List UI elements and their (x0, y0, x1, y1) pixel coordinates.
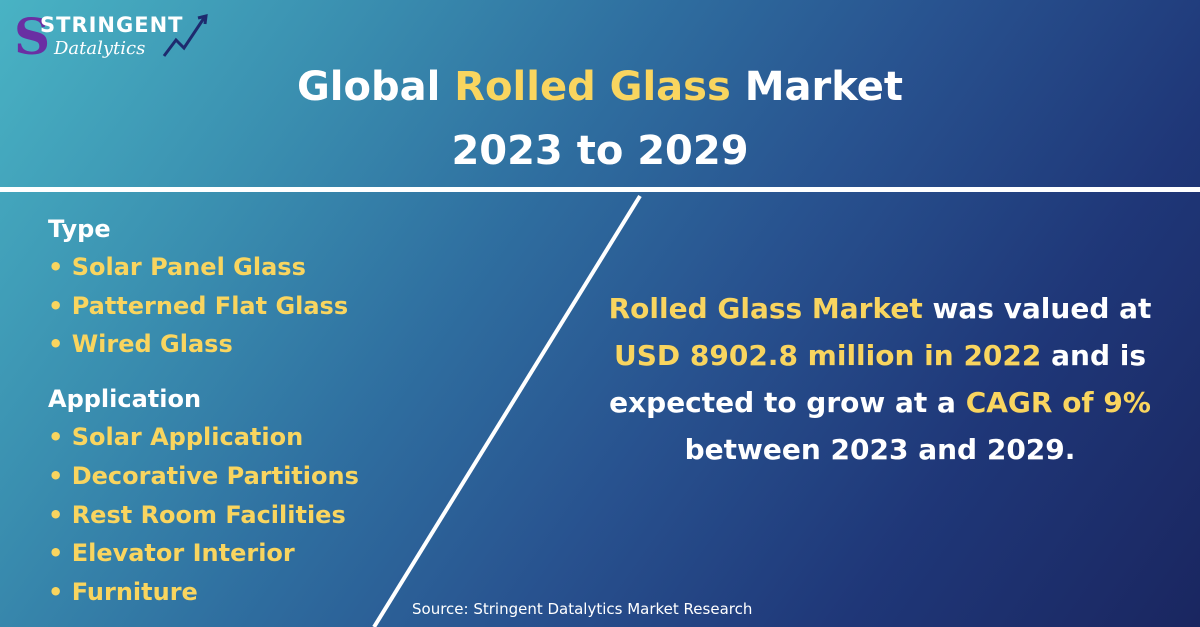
list-item: • Patterned Flat Glass (48, 291, 349, 320)
segment-heading-application: Application (48, 385, 202, 414)
segment-heading-type: Type (48, 215, 111, 243)
summary-text-3: between 2023 and 2029. (684, 433, 1076, 466)
page-title: Global Rolled Glass Market 2023 to 2029 (0, 62, 1200, 176)
title-suffix: Market (730, 64, 904, 110)
source-note: Source: Stringent Datalytics Market Rese… (412, 600, 753, 618)
title-highlight: Rolled Glass (454, 64, 731, 110)
segment-list: Type • Solar Panel Glass • Patterned Fla… (48, 210, 468, 612)
summary-text-2: and is expected to grow at a (609, 339, 1147, 419)
title-prefix: Global (296, 64, 455, 110)
market-summary: Rolled Glass Market was valued at USD 89… (600, 285, 1160, 473)
logo-brand-text: STRINGENT (40, 13, 184, 37)
logo-sub-text: Datalytics (54, 38, 146, 59)
summary-text-1: was valued at (922, 292, 1152, 325)
summary-market-value: USD 8902.8 million in 2022 (613, 339, 1042, 372)
summary-cagr: CAGR of 9% (965, 386, 1151, 419)
summary-market-name: Rolled Glass Market (608, 292, 923, 325)
svg-text:S: S (14, 10, 50, 65)
list-item: • Rest Room Facilities (48, 500, 346, 529)
logo-mark-icon: S (14, 10, 208, 65)
list-item: • Furniture (48, 577, 198, 606)
list-item: • Solar Application (48, 423, 304, 452)
title-line-2: 2023 to 2029 (451, 128, 749, 174)
list-item: • Solar Panel Glass (48, 253, 306, 281)
horizontal-divider (0, 187, 1200, 192)
company-logo: S STRINGENT Datalytics (14, 10, 214, 65)
list-item: • Elevator Interior (48, 539, 295, 568)
list-item: • Decorative Partitions (48, 461, 359, 490)
title-line-1: Global Rolled Glass Market (0, 62, 1200, 112)
list-item: • Wired Glass (48, 330, 233, 359)
